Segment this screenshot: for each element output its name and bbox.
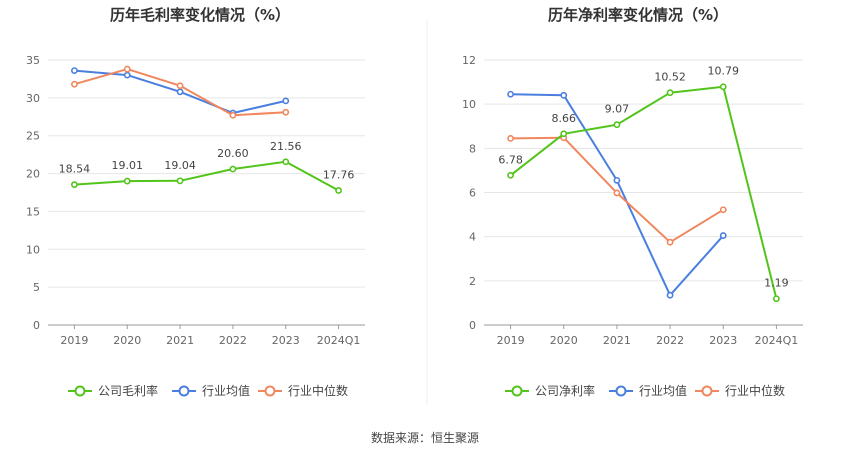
data-label: 17.76 xyxy=(323,169,355,182)
legend-label: 公司毛利率 xyxy=(98,383,158,398)
y-tick-label: 30 xyxy=(26,92,40,105)
x-tick-label: 2019 xyxy=(497,334,525,347)
legend-swatch-marker xyxy=(178,385,190,397)
data-point xyxy=(613,121,621,129)
y-tick-label: 4 xyxy=(469,231,476,244)
y-tick-label: 20 xyxy=(26,168,40,181)
x-tick-label: 2024Q1 xyxy=(317,334,361,347)
data-point xyxy=(282,97,290,105)
net-margin-chart: 历年净利率变化情况（%） 0 2 4 6 8 10 12 2019 2020 2021 2022 202… xyxy=(462,6,803,398)
x-tick-label: 2022 xyxy=(656,334,684,347)
x-tick-label: 2021 xyxy=(166,334,194,347)
data-point xyxy=(507,171,514,179)
y-tick-label: 2 xyxy=(469,275,476,288)
x-tick-label: 2020 xyxy=(113,334,141,347)
data-point xyxy=(507,90,514,98)
data-point xyxy=(71,80,78,88)
data-label: 1.19 xyxy=(764,277,789,290)
data-label: 18.54 xyxy=(59,163,91,176)
data-label: 6.78 xyxy=(498,153,523,166)
legend-swatch-marker xyxy=(264,385,276,397)
data-point xyxy=(71,181,78,189)
y-tick-label: 0 xyxy=(33,319,40,332)
data-point xyxy=(666,238,674,246)
gross-margin-chart: 历年毛利率变化情况（%） 0 5 10 15 20 25 30 35 2019 2020 2021 20… xyxy=(26,6,365,398)
data-point xyxy=(123,65,131,73)
series-line xyxy=(74,160,340,192)
data-point xyxy=(335,187,342,194)
x-tick-label: 2024Q1 xyxy=(755,334,799,347)
data-point xyxy=(719,232,727,239)
x-tick-label: 2019 xyxy=(60,334,88,347)
x-tick-label: 2021 xyxy=(603,334,631,347)
data-point xyxy=(560,130,568,138)
data-point xyxy=(666,291,674,299)
data-point xyxy=(229,165,237,173)
legend-label: 行业中位数 xyxy=(288,383,348,398)
x-tick-label: 2023 xyxy=(272,334,300,347)
y-tick-label: 0 xyxy=(469,319,476,332)
data-label: 19.04 xyxy=(164,159,196,172)
data-point xyxy=(282,108,290,116)
data-point xyxy=(773,295,780,303)
y-tick-label: 10 xyxy=(462,98,476,111)
data-point xyxy=(507,134,514,142)
data-point xyxy=(71,67,78,74)
legend-label: 行业均值 xyxy=(202,383,250,398)
legend-swatch-marker xyxy=(74,385,86,397)
data-point xyxy=(613,176,621,184)
y-tick-label: 12 xyxy=(462,54,476,67)
x-tick-label: 2020 xyxy=(550,334,578,347)
data-point xyxy=(176,88,184,96)
data-point xyxy=(560,91,568,99)
legend-label: 行业中位数 xyxy=(725,383,785,398)
x-tick-label: 2023 xyxy=(709,334,737,347)
chart-title: 历年毛利率变化情况（%） xyxy=(110,6,290,24)
data-point xyxy=(176,177,184,185)
series-line xyxy=(509,85,778,299)
x-tick-label: 2022 xyxy=(219,334,247,347)
y-tick-label: 5 xyxy=(33,281,40,294)
y-tick-label: 35 xyxy=(26,54,40,67)
legend-swatch-marker xyxy=(511,385,523,397)
y-tick-label: 10 xyxy=(26,243,40,256)
y-tick-label: 6 xyxy=(469,187,476,200)
legend-label: 行业均值 xyxy=(639,383,687,398)
data-point xyxy=(666,89,674,97)
data-label: 8.66 xyxy=(552,112,577,125)
y-tick-label: 15 xyxy=(26,205,40,218)
source-note: 数据来源：恒生聚源 xyxy=(371,430,479,445)
legend-swatch-marker xyxy=(615,385,627,397)
data-label: 20.60 xyxy=(217,147,249,160)
data-label: 19.01 xyxy=(112,159,144,172)
data-point xyxy=(229,111,237,119)
y-tick-label: 8 xyxy=(469,142,476,155)
chart-title: 历年净利率变化情况（%） xyxy=(548,6,728,24)
data-point xyxy=(176,82,184,90)
data-point xyxy=(719,83,727,91)
legend-swatch-marker xyxy=(701,385,713,397)
data-label: 10.52 xyxy=(654,71,686,84)
data-point xyxy=(719,206,727,214)
data-label: 9.07 xyxy=(605,103,630,116)
data-point xyxy=(123,177,131,185)
data-label: 21.56 xyxy=(270,140,302,153)
data-point xyxy=(123,71,131,79)
data-point xyxy=(613,189,621,197)
y-tick-label: 25 xyxy=(26,130,40,143)
data-label: 10.79 xyxy=(708,65,740,78)
data-point xyxy=(282,158,290,166)
legend-label: 公司净利率 xyxy=(535,383,595,398)
